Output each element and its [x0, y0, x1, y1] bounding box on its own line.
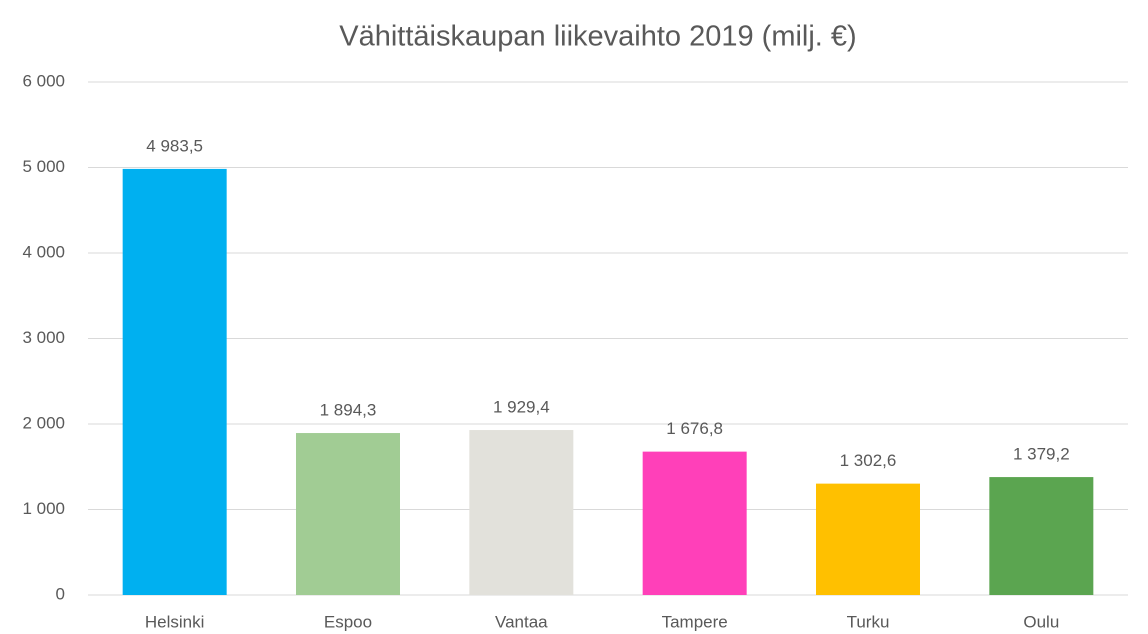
y-tick-label: 3 000 [22, 328, 65, 347]
bar [816, 483, 920, 595]
bar [989, 477, 1094, 595]
value-label: 1 676,8 [666, 419, 723, 438]
y-tick-label: 0 [56, 584, 65, 603]
bar [469, 430, 574, 595]
y-tick-label: 5 000 [22, 157, 65, 176]
x-tick-label: Espoo [324, 612, 372, 631]
value-label: 1 894,3 [320, 401, 377, 420]
value-label: 4 983,5 [146, 136, 203, 155]
x-tick-label: Turku [847, 612, 890, 631]
x-tick-label: Oulu [1023, 612, 1059, 631]
x-tick-label: Tampere [662, 612, 728, 631]
y-tick-label: 4 000 [22, 242, 65, 261]
value-label: 1 302,6 [840, 451, 897, 470]
x-tick-label: Helsinki [145, 612, 205, 631]
y-tick-label: 2 000 [22, 413, 65, 432]
chart-title: Vähittäiskaupan liikevaihto 2019 (milj. … [339, 21, 856, 53]
value-label: 1 929,4 [493, 398, 550, 417]
bar [122, 168, 227, 595]
bar [642, 451, 747, 595]
bar [296, 433, 400, 595]
y-tick-label: 6 000 [22, 71, 65, 90]
value-label: 1 379,2 [1013, 445, 1070, 464]
x-tick-label: Vantaa [495, 612, 548, 631]
y-tick-label: 1 000 [22, 499, 65, 518]
